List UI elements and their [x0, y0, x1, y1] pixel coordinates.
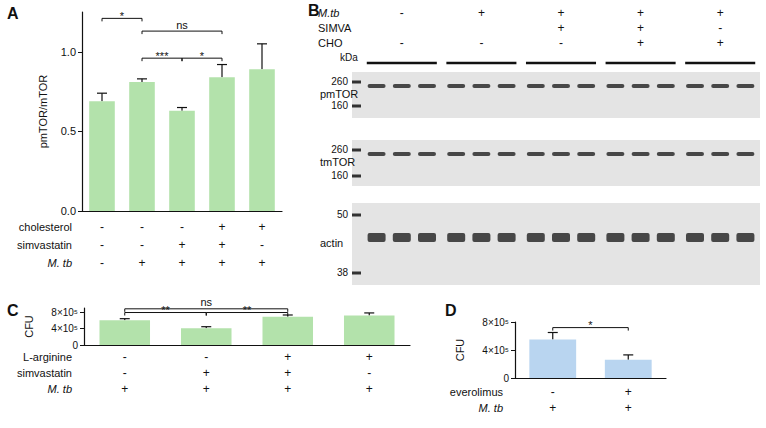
svg-text:-: -: [100, 220, 104, 234]
svg-text:actin: actin: [320, 237, 343, 249]
svg-text:+: +: [203, 382, 210, 396]
svg-text:-: -: [100, 256, 104, 270]
svg-text:B: B: [308, 2, 320, 20]
svg-text:SIMVA: SIMVA: [318, 22, 352, 34]
svg-text:cholesterol: cholesterol: [19, 221, 72, 233]
svg-text:0: 0: [503, 373, 509, 384]
svg-text:+: +: [625, 385, 632, 399]
svg-text:260: 260: [331, 144, 348, 155]
svg-text:-: -: [551, 385, 555, 399]
svg-text:-: -: [140, 220, 144, 234]
svg-text:D: D: [445, 302, 457, 319]
svg-text:4×10⁵: 4×10⁵: [482, 345, 509, 356]
svg-text:+: +: [258, 220, 265, 234]
svg-text:+: +: [366, 350, 373, 364]
svg-text:A: A: [7, 5, 19, 22]
svg-text:+: +: [138, 256, 145, 270]
svg-text:+: +: [178, 238, 185, 252]
svg-text:160: 160: [331, 170, 348, 181]
svg-text:+: +: [637, 36, 644, 50]
svg-text:0.0: 0.0: [61, 205, 76, 217]
svg-text:L-arginine: L-arginine: [23, 351, 72, 363]
svg-text:+: +: [284, 382, 291, 396]
svg-text:simvastatin: simvastatin: [17, 367, 72, 379]
svg-text:+: +: [203, 366, 210, 380]
svg-text:-: -: [367, 366, 371, 380]
svg-text:everolimus: everolimus: [450, 386, 504, 398]
svg-text:0: 0: [72, 340, 78, 351]
svg-text:+: +: [284, 350, 291, 364]
svg-text:+: +: [121, 382, 128, 396]
svg-text:0.5: 0.5: [61, 125, 76, 137]
svg-text:+: +: [557, 21, 564, 35]
svg-text:+: +: [717, 36, 724, 50]
svg-text:ns: ns: [200, 296, 212, 308]
svg-text:**: **: [161, 304, 170, 316]
svg-text:+: +: [218, 256, 225, 270]
svg-text:+: +: [366, 382, 373, 396]
svg-text:M. tb: M. tb: [48, 383, 72, 395]
svg-text:-: -: [400, 6, 404, 20]
svg-text:+: +: [717, 6, 724, 20]
svg-text:pmTOR: pmTOR: [320, 88, 358, 100]
svg-text:1.0: 1.0: [61, 46, 76, 58]
svg-text:simvastatin: simvastatin: [17, 239, 72, 251]
svg-text:+: +: [218, 238, 225, 252]
svg-text:**: **: [243, 304, 252, 316]
svg-text:tmTOR: tmTOR: [320, 156, 355, 168]
svg-text:+: +: [557, 6, 564, 20]
svg-text:*: *: [588, 319, 593, 331]
svg-text:4×10⁵: 4×10⁵: [51, 323, 78, 334]
svg-text:+: +: [549, 401, 556, 415]
svg-text:-: -: [100, 238, 104, 252]
svg-text:-: -: [123, 366, 127, 380]
svg-text:+: +: [637, 6, 644, 20]
svg-text:-: -: [204, 350, 208, 364]
svg-text:ns: ns: [176, 19, 188, 31]
svg-text:M. tb: M. tb: [479, 402, 503, 414]
svg-text:***: ***: [156, 50, 170, 62]
svg-text:+: +: [258, 256, 265, 270]
svg-text:160: 160: [331, 100, 348, 111]
svg-text:-: -: [479, 36, 483, 50]
svg-text:-: -: [180, 220, 184, 234]
svg-text:-: -: [123, 350, 127, 364]
svg-text:M. tb: M. tb: [48, 257, 72, 269]
svg-text:-: -: [718, 21, 722, 35]
svg-text:*: *: [120, 10, 125, 22]
svg-text:+: +: [478, 6, 485, 20]
svg-text:260: 260: [331, 76, 348, 87]
svg-text:-: -: [260, 238, 264, 252]
svg-text:-: -: [559, 36, 563, 50]
svg-text:8×10⁵: 8×10⁵: [482, 317, 509, 328]
svg-text:+: +: [178, 256, 185, 270]
svg-text:-: -: [140, 238, 144, 252]
svg-text:+: +: [637, 21, 644, 35]
svg-text:+: +: [625, 401, 632, 415]
svg-text:pmTOR/mTOR: pmTOR/mTOR: [37, 75, 49, 149]
svg-text:8×10⁵: 8×10⁵: [51, 307, 78, 318]
svg-text:+: +: [218, 220, 225, 234]
svg-text:-: -: [400, 36, 404, 50]
svg-text:CHO: CHO: [318, 37, 343, 49]
svg-text:50: 50: [337, 209, 349, 220]
svg-text:+: +: [284, 366, 291, 380]
svg-text:38: 38: [337, 267, 349, 278]
svg-text:kDa: kDa: [340, 52, 358, 63]
svg-text:M.tb: M.tb: [318, 7, 339, 19]
svg-text:C: C: [7, 302, 19, 319]
svg-text:CFU: CFU: [23, 315, 35, 338]
svg-text:CFU: CFU: [454, 339, 466, 362]
svg-text:*: *: [200, 50, 205, 62]
